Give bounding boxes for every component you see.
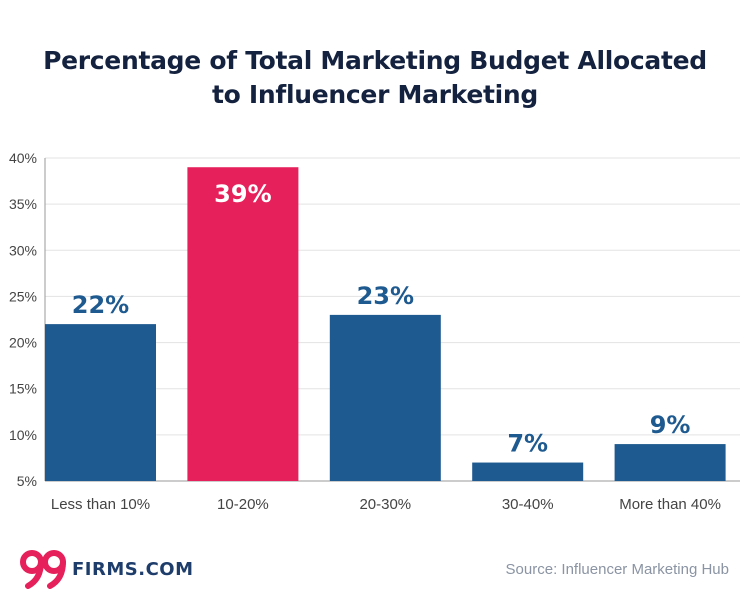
99-logo-icon [20, 550, 66, 589]
bar [187, 167, 299, 481]
source-note: Source: Influencer Marketing Hub [505, 561, 729, 578]
chart-title-line-1: Percentage of Total Marketing Budget All… [43, 46, 707, 75]
x-tick-label: 20-30% [359, 496, 411, 513]
data-label: 7% [507, 430, 548, 458]
x-tick-label: More than 40% [619, 496, 721, 513]
x-tick-label: 30-40% [502, 496, 554, 513]
y-tick-label: 40% [9, 150, 37, 166]
data-label: 23% [357, 282, 414, 310]
y-tick-label: 25% [9, 288, 37, 304]
y-tick-label: 15% [9, 381, 37, 397]
brand-logo: FIRMS.COM [20, 549, 194, 589]
y-tick-label: 35% [9, 196, 37, 212]
bar [472, 462, 584, 481]
brand-text: FIRMS.COM [72, 558, 194, 580]
x-tick-label: 10-20% [217, 496, 269, 513]
bar [614, 444, 726, 481]
chart-title: Percentage of Total Marketing Budget All… [0, 44, 750, 112]
data-label: 22% [72, 291, 129, 319]
bar [45, 324, 156, 481]
x-tick-label: Less than 10% [51, 496, 150, 513]
bar [329, 314, 441, 481]
y-tick-label: 30% [9, 242, 37, 258]
y-tick-label: 10% [9, 427, 37, 443]
y-tick-label: 20% [9, 335, 37, 351]
data-label: 9% [650, 411, 691, 439]
data-label: 39% [214, 180, 271, 208]
chart-title-line-2: to Influencer Marketing [211, 80, 539, 109]
y-tick-label: 5% [17, 473, 37, 489]
